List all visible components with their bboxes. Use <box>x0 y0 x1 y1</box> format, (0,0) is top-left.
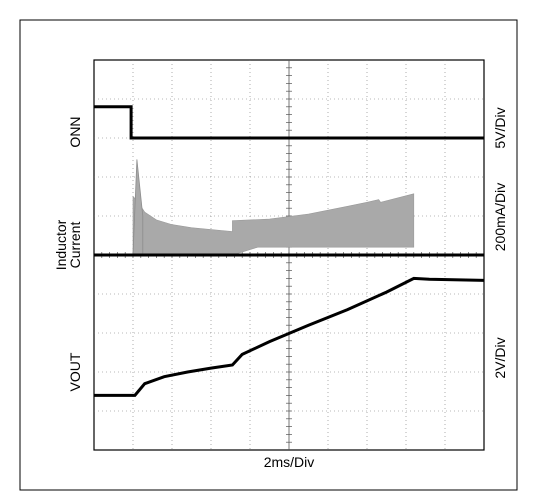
vout-trace <box>94 276 485 397</box>
onn-trace <box>94 105 484 140</box>
figure-frame <box>19 19 518 491</box>
right-label-onn: 5V/Div <box>492 107 508 148</box>
left-label-vout: VOUT <box>67 352 83 391</box>
inductor-current-envelope <box>132 193 415 256</box>
right-label-vout: 2V/Div <box>492 337 508 378</box>
traces <box>94 105 485 397</box>
left-label-inductor-line1: Inductor <box>53 219 69 270</box>
right-label-inductor: 200mA/Div <box>492 183 508 251</box>
left-label-inductor-line2: Current <box>67 222 83 269</box>
left-label-onn: ONN <box>67 116 83 147</box>
x-axis-label: 2ms/Div <box>264 454 315 470</box>
